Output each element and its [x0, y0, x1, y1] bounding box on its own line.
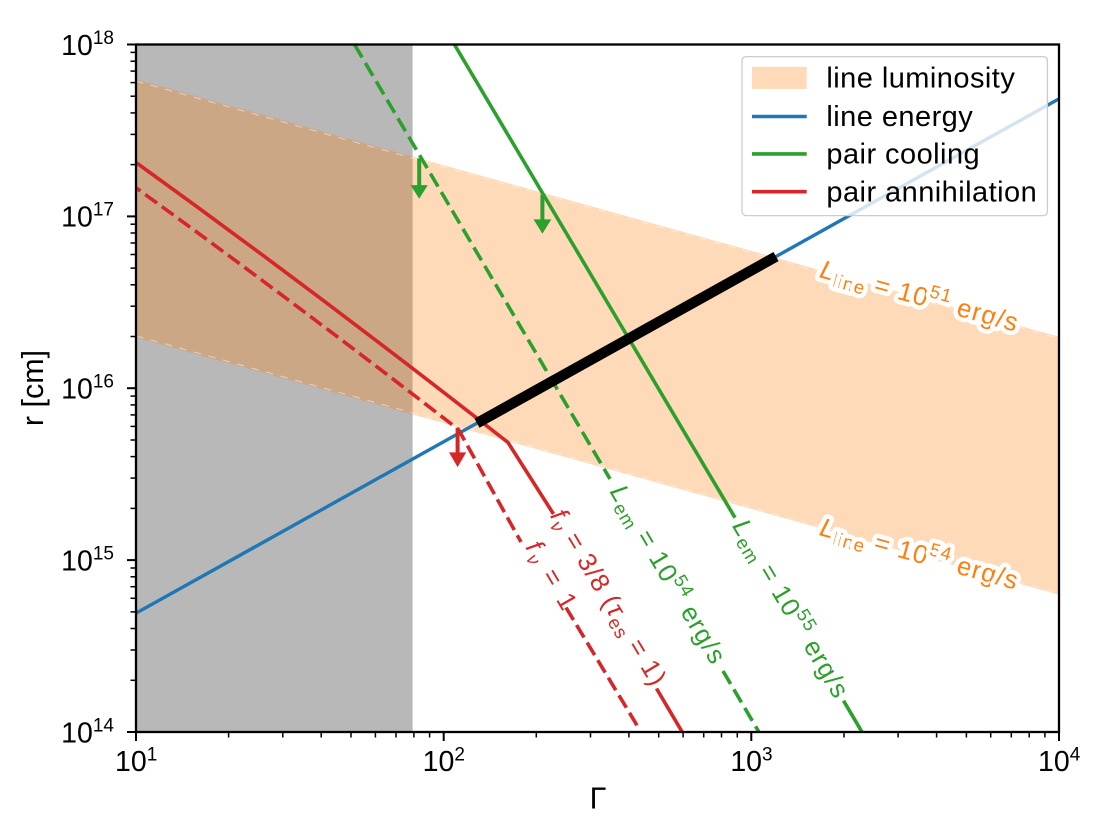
- svg-text:line luminosity: line luminosity: [826, 63, 1015, 95]
- svg-text:Γ: Γ: [590, 782, 607, 816]
- svg-text:pair cooling: pair cooling: [826, 139, 980, 171]
- svg-text:pair annihilation: pair annihilation: [826, 176, 1037, 208]
- svg-text:1017: 1017: [61, 200, 114, 234]
- svg-text:r [cm]: r [cm]: [16, 350, 50, 426]
- svg-text:line energy: line energy: [826, 101, 973, 133]
